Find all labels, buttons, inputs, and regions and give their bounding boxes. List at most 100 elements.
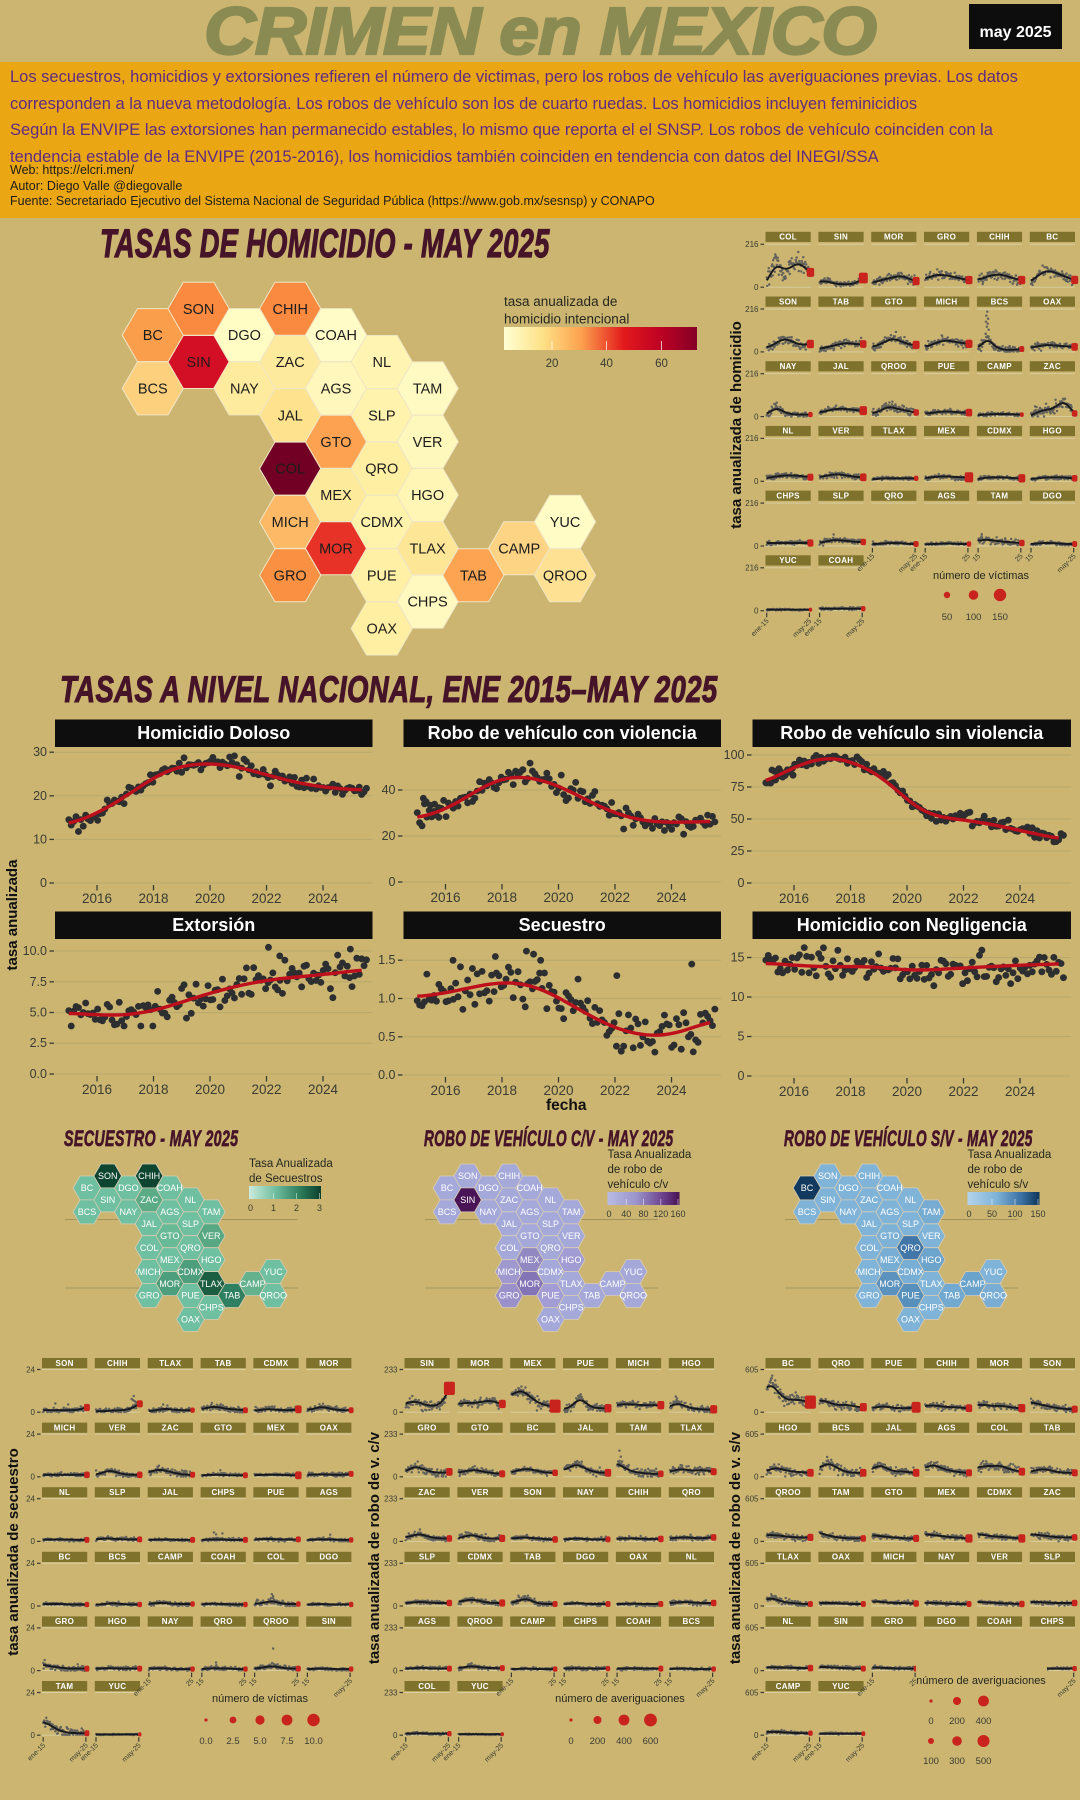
svg-text:VER: VER [991, 1553, 1008, 1562]
svg-text:YUC: YUC [471, 1682, 489, 1691]
svg-text:2024: 2024 [308, 891, 339, 906]
svg-text:GRO: GRO [937, 233, 956, 242]
svg-text:MEX: MEX [520, 1255, 540, 1265]
svg-text:MICH: MICH [272, 515, 309, 531]
svg-text:CHIH: CHIH [628, 1488, 649, 1497]
svg-text:2018: 2018 [487, 1083, 517, 1098]
svg-text:BCS: BCS [683, 1617, 701, 1626]
svg-text:MOR: MOR [470, 1359, 490, 1368]
svg-text:DGO: DGO [576, 1553, 595, 1562]
svg-text:MEX: MEX [267, 1423, 286, 1432]
svg-text:600: 600 [643, 1736, 659, 1747]
svg-text:ene-15: ene-15 [389, 1742, 409, 1762]
svg-text:15: 15 [558, 1677, 569, 1688]
svg-text:QROO: QROO [263, 1617, 289, 1626]
svg-text:MICH: MICH [138, 1267, 161, 1277]
svg-text:SIN: SIN [460, 1195, 475, 1205]
svg-text:233: 233 [384, 1624, 398, 1633]
svg-text:216: 216 [745, 564, 759, 573]
svg-text:SON: SON [1043, 1359, 1061, 1368]
svg-text:DGO: DGO [478, 1183, 499, 1193]
svg-text:2022: 2022 [948, 1084, 978, 1099]
svg-text:500: 500 [976, 1756, 992, 1767]
svg-text:0: 0 [754, 607, 759, 616]
svg-text:QRO: QRO [180, 1243, 201, 1253]
svg-text:5.0: 5.0 [253, 1736, 266, 1747]
svg-text:número de averiguaciones: número de averiguaciones [555, 1693, 685, 1705]
svg-text:2018: 2018 [487, 890, 517, 905]
svg-text:VER: VER [562, 1231, 581, 1241]
svg-text:Extorsión: Extorsión [172, 915, 255, 935]
svg-text:0.0: 0.0 [199, 1736, 212, 1747]
svg-text:0: 0 [393, 1537, 398, 1546]
svg-text:OAX: OAX [1043, 297, 1062, 306]
svg-text:QRO: QRO [831, 1359, 850, 1368]
svg-text:ZAC: ZAC [1044, 1488, 1061, 1497]
svg-text:CDMX: CDMX [537, 1267, 564, 1277]
svg-text:may-25: may-25 [484, 1742, 506, 1764]
svg-text:15: 15 [611, 1677, 622, 1688]
svg-text:0: 0 [966, 1209, 971, 1219]
svg-text:CAMP: CAMP [776, 1682, 801, 1691]
svg-text:OAX: OAX [541, 1315, 560, 1325]
svg-text:2020: 2020 [195, 891, 225, 906]
svg-text:GTO: GTO [885, 1488, 903, 1497]
svg-text:ZAC: ZAC [276, 355, 305, 371]
svg-text:AGS: AGS [937, 1423, 956, 1432]
svg-text:NL: NL [545, 1195, 557, 1205]
svg-text:233: 233 [384, 1559, 398, 1568]
svg-text:ene-15: ene-15 [27, 1742, 47, 1762]
svg-text:COAH: COAH [315, 328, 357, 344]
svg-text:QRO: QRO [365, 462, 398, 478]
svg-text:605: 605 [745, 1430, 759, 1439]
svg-text:SIN: SIN [322, 1617, 336, 1626]
svg-text:DGO: DGO [118, 1183, 139, 1193]
svg-text:vehículo c/v: vehículo c/v [608, 1179, 669, 1191]
svg-text:2022: 2022 [600, 890, 630, 905]
svg-text:BC: BC [143, 328, 163, 344]
svg-text:TAM: TAM [56, 1682, 74, 1691]
svg-text:MOR: MOR [879, 1279, 900, 1289]
svg-text:ZAC: ZAC [140, 1195, 159, 1205]
svg-text:HGO: HGO [1043, 427, 1062, 436]
svg-text:AGS: AGS [320, 1488, 339, 1497]
svg-text:GRO: GRO [499, 1291, 520, 1301]
svg-text:MOR: MOR [319, 541, 353, 557]
svg-text:número de víctimas: número de víctimas [212, 1693, 308, 1705]
svg-text:GTO: GTO [320, 435, 351, 451]
svg-text:0: 0 [738, 876, 745, 890]
svg-text:0: 0 [568, 1736, 573, 1747]
svg-text:0: 0 [31, 1602, 36, 1611]
svg-text:100: 100 [724, 748, 745, 762]
svg-text:MOR: MOR [990, 1359, 1010, 1368]
svg-text:2018: 2018 [835, 1084, 865, 1099]
svg-text:50: 50 [987, 1209, 997, 1219]
svg-text:24: 24 [26, 1365, 35, 1374]
svg-text:YUC: YUC [624, 1267, 644, 1277]
svg-text:0.5: 0.5 [378, 1030, 395, 1044]
svg-text:COL: COL [267, 1553, 285, 1562]
svg-text:QROO: QROO [775, 1488, 801, 1497]
svg-text:ene-15: ene-15 [750, 618, 770, 638]
svg-text:HGO: HGO [921, 1255, 942, 1265]
svg-text:SLP: SLP [902, 1219, 919, 1229]
svg-text:HGO: HGO [108, 1617, 127, 1626]
svg-text:CAMP: CAMP [240, 1279, 266, 1289]
svg-text:JAL: JAL [501, 1219, 517, 1229]
svg-text:NAY: NAY [780, 362, 797, 371]
svg-text:2020: 2020 [892, 1084, 922, 1099]
svg-text:0: 0 [31, 1473, 36, 1482]
svg-text:PUE: PUE [577, 1359, 595, 1368]
svg-text:0: 0 [754, 1473, 759, 1482]
svg-text:20: 20 [33, 789, 47, 803]
svg-text:PUE: PUE [367, 568, 397, 584]
svg-text:VER: VER [922, 1231, 941, 1241]
svg-text:HGO: HGO [561, 1255, 582, 1265]
svg-text:COAH: COAH [877, 1183, 903, 1193]
svg-text:PUE: PUE [938, 362, 956, 371]
svg-text:GTO: GTO [214, 1423, 232, 1432]
svg-text:233: 233 [384, 1365, 398, 1374]
svg-text:0: 0 [738, 1069, 745, 1083]
svg-text:TLAX: TLAX [920, 1279, 943, 1289]
svg-text:SLP: SLP [109, 1488, 126, 1497]
